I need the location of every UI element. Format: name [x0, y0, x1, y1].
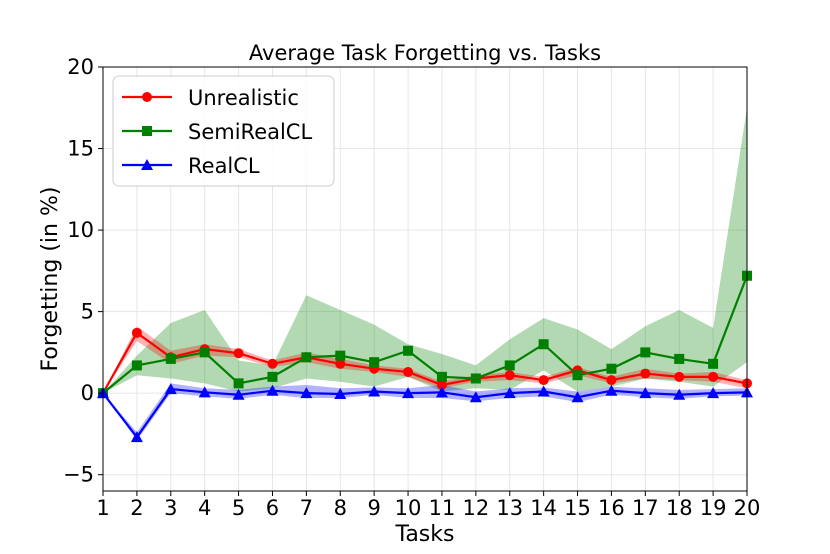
point-semirealcl — [640, 347, 651, 358]
point-semirealcl — [233, 378, 244, 389]
y-tick-label: 20 — [67, 55, 94, 79]
point-unrealistic — [674, 371, 685, 382]
band-unrealistic — [103, 326, 747, 394]
point-realcl — [232, 388, 245, 400]
x-tick-label: 3 — [164, 496, 177, 520]
point-realcl — [537, 385, 550, 397]
point-realcl — [266, 384, 279, 396]
x-tick-label: 18 — [666, 496, 693, 520]
point-semirealcl — [301, 352, 312, 363]
x-tick-label: 16 — [598, 496, 625, 520]
x-axis-label: Tasks — [395, 522, 455, 547]
point-realcl — [300, 387, 313, 399]
x-tick-label: 19 — [700, 496, 727, 520]
point-unrealistic — [403, 366, 414, 377]
point-realcl — [571, 391, 584, 403]
chart-title: Average Task Forgetting vs. Tasks — [249, 41, 601, 65]
point-semirealcl — [403, 345, 414, 356]
point-semirealcl — [674, 353, 685, 364]
legend-marker — [141, 159, 153, 170]
y-tick-label: −5 — [63, 463, 94, 487]
x-tick-label: 13 — [496, 496, 523, 520]
point-unrealistic — [267, 358, 278, 369]
point-unrealistic — [335, 358, 346, 369]
point-realcl — [198, 386, 211, 398]
legend-label: Unrealistic — [188, 86, 299, 110]
point-unrealistic — [538, 375, 549, 386]
legend-marker — [142, 126, 152, 136]
point-semirealcl — [504, 360, 515, 371]
legend-box — [112, 75, 335, 187]
x-tick-label: 17 — [632, 496, 659, 520]
point-semirealcl — [708, 358, 719, 369]
point-unrealistic — [708, 371, 719, 382]
x-tick-label: 2 — [130, 496, 143, 520]
legend-marker — [142, 92, 152, 102]
point-unrealistic — [504, 370, 515, 381]
point-semirealcl — [538, 339, 549, 350]
point-realcl — [402, 387, 415, 399]
point-semirealcl — [369, 357, 380, 368]
point-semirealcl — [267, 371, 278, 382]
x-tick-label: 4 — [198, 496, 211, 520]
line-unrealistic — [102, 331, 748, 394]
point-realcl — [435, 386, 448, 398]
point-unrealistic — [131, 327, 142, 338]
point-realcl — [605, 384, 618, 396]
series-lines — [102, 275, 749, 440]
x-tick-label: 15 — [564, 496, 591, 520]
legend-label: SemiRealCL — [188, 120, 312, 144]
point-realcl — [334, 387, 347, 399]
point-semirealcl — [131, 360, 142, 371]
legend: Unrealistic SemiRealCL RealCL — [112, 75, 335, 187]
x-tick-label: 8 — [334, 496, 347, 520]
band-realcl — [103, 383, 747, 441]
x-tick-label: 5 — [232, 496, 245, 520]
x-tick-label: 11 — [429, 496, 456, 520]
point-realcl — [503, 387, 516, 399]
point-semirealcl — [199, 347, 210, 358]
point-realcl — [639, 387, 652, 399]
y-tick-label: 5 — [81, 300, 94, 324]
axis-ticks: 1 2 3 4 5 6 7 8 9 10 11 12 13 14 15 16 17 18 19 20−50510152… — [63, 55, 760, 520]
band-semirealcl — [103, 107, 747, 394]
x-tick-label: 14 — [530, 496, 557, 520]
confidence-bands — [103, 107, 747, 441]
y-tick-label: 15 — [67, 137, 94, 161]
x-tick-label: 7 — [300, 496, 313, 520]
point-unrealistic — [436, 380, 447, 390]
point-realcl — [707, 387, 720, 399]
point-semirealcl — [165, 353, 176, 364]
x-tick-label: 9 — [367, 496, 380, 520]
point-semirealcl — [470, 373, 481, 384]
point-realcl — [673, 388, 686, 400]
y-axis-label: Forgetting (in %) — [38, 187, 63, 372]
x-tick-label: 20 — [734, 496, 761, 520]
point-semirealcl — [606, 363, 617, 374]
point-semirealcl — [436, 371, 447, 382]
point-semirealcl — [572, 370, 583, 381]
x-tick-label: 1 — [96, 496, 109, 520]
point-semirealcl — [335, 350, 346, 361]
x-tick-label: 12 — [462, 496, 489, 520]
point-unrealistic — [233, 348, 244, 359]
line-semirealcl — [102, 275, 749, 395]
point-realcl — [469, 391, 482, 403]
point-unrealistic — [640, 368, 651, 379]
x-tick-label: 6 — [266, 496, 279, 520]
point-realcl — [164, 383, 177, 395]
point-unrealistic — [606, 375, 617, 386]
point-realcl — [130, 431, 143, 443]
y-tick-label: 10 — [67, 218, 94, 242]
point-realcl — [368, 385, 381, 397]
x-tick-label: 10 — [395, 496, 422, 520]
y-tick-label: 0 — [81, 381, 94, 405]
legend-label: RealCL — [188, 154, 260, 178]
line-realcl — [102, 387, 748, 440]
plot-frame — [102, 66, 748, 492]
